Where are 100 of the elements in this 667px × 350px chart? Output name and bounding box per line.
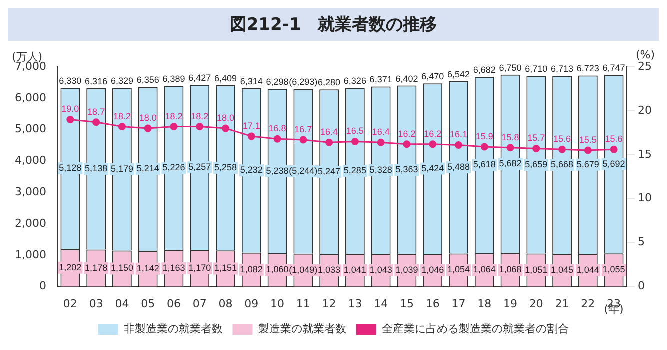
total-label: 6,371 <box>370 74 392 85</box>
x-tick-label: 08 <box>218 297 233 310</box>
data-label: 5,679 <box>576 159 600 170</box>
point <box>532 145 540 153</box>
x-tick-label: 09 <box>244 297 259 310</box>
data-label: 15.8 <box>502 132 520 142</box>
data-label: 1,043 <box>370 264 392 275</box>
data-label: 5,424 <box>422 163 444 174</box>
data-label: 5,682 <box>499 158 522 169</box>
point <box>403 140 411 148</box>
total-label: 6,280 <box>318 78 341 88</box>
total-label: 6,713 <box>551 64 574 74</box>
data-label: 5,128 <box>59 163 82 174</box>
data-label: 1,054 <box>447 264 470 275</box>
point <box>377 138 385 146</box>
data-label: 5,257 <box>188 162 212 172</box>
x-tick-label: 12 <box>322 297 336 310</box>
total-label: 6,389 <box>162 74 186 84</box>
data-label: 15.6 <box>554 134 572 144</box>
data-label: 1,060 <box>266 264 289 275</box>
total-label: 6,427 <box>188 72 212 83</box>
x-tick-label: 21 <box>555 297 570 310</box>
total-label: 6,329 <box>110 76 134 86</box>
data-label: 5,328 <box>370 164 392 175</box>
total-label: 6,710 <box>525 64 548 74</box>
data-label: 18.2 <box>165 111 183 122</box>
legend-label: 非製造業の就業者数 <box>124 322 223 336</box>
point <box>300 136 308 144</box>
data-label: 5,488 <box>447 162 470 172</box>
data-label: 1,142 <box>136 263 160 274</box>
total-label: 6,682 <box>473 64 496 75</box>
data-label: 5,258 <box>214 162 238 173</box>
y2-axis-title: (%) <box>636 48 655 62</box>
data-label: 1,151 <box>214 263 238 274</box>
y-tick-label: 6,000 <box>14 91 46 104</box>
data-label: 16.7 <box>294 124 312 134</box>
y2-tick-label: 10 <box>638 192 652 205</box>
x-tick-label: 15 <box>400 297 414 310</box>
y2-tick-label: 25 <box>638 60 652 73</box>
data-label: 5,285 <box>344 166 366 176</box>
data-label: 1,039 <box>396 264 418 275</box>
data-label: 1,045 <box>551 264 574 275</box>
x-tick-label: 14 <box>374 297 388 310</box>
x-tick-label: 13 <box>348 297 362 310</box>
data-label: 1,068 <box>499 264 522 275</box>
data-label: 1,178 <box>85 262 108 273</box>
point <box>610 146 618 154</box>
x-tick-label: 18 <box>478 297 492 310</box>
y2-tick-label: 5 <box>638 236 646 249</box>
total-label: 6,470 <box>422 72 444 82</box>
total-label: 6,314 <box>240 76 263 87</box>
total-label: 6,542 <box>447 69 470 80</box>
total-label: 6,402 <box>396 74 418 84</box>
chart-title: 図212-1 就業者数の推移 <box>8 8 659 41</box>
data-label: 15.6 <box>605 134 623 144</box>
data-label: 18.0 <box>139 113 157 124</box>
data-label: 5,363 <box>396 164 418 174</box>
x-tick-label: 02 <box>63 297 78 310</box>
data-label: 1,046 <box>422 264 444 275</box>
data-label: 1,044 <box>576 264 600 275</box>
total-label: 6,316 <box>85 76 108 86</box>
data-label: 5,618 <box>473 160 496 170</box>
data-label: 16.8 <box>268 124 286 134</box>
x-tick-label: 19 <box>504 297 518 310</box>
point <box>274 135 282 143</box>
point <box>118 123 126 131</box>
x-tick-label: 17 <box>452 297 466 310</box>
total-label: (6,293) <box>289 77 318 88</box>
y-tick-label: 2,000 <box>14 216 46 230</box>
data-label: 1,055 <box>602 264 626 275</box>
data-label: 16.4 <box>320 127 338 138</box>
x-tick-label: 07 <box>192 297 207 310</box>
y2-tick-label: 15 <box>638 148 652 161</box>
data-label: 16.2 <box>424 128 442 139</box>
x-tick-label: 03 <box>89 297 104 310</box>
data-label: 17.1 <box>242 120 260 131</box>
data-label: 1,170 <box>188 262 212 273</box>
data-label: 5,692 <box>602 158 626 169</box>
y-tick-label: 3,000 <box>14 185 46 198</box>
data-label: 5,214 <box>136 164 160 174</box>
point <box>248 132 256 140</box>
x-tick-label: 22 <box>581 297 596 310</box>
point <box>351 138 359 146</box>
point <box>454 142 462 149</box>
data-label: 1,163 <box>162 263 186 274</box>
x-tick-label: 04 <box>115 297 130 310</box>
y-tick-label: 1,000 <box>14 248 46 262</box>
data-label: 15.9 <box>476 131 494 142</box>
data-label: 5,138 <box>85 164 108 174</box>
point <box>506 144 514 152</box>
x-tick-label: 16 <box>426 297 440 310</box>
y-tick-label: 0 <box>39 280 46 293</box>
data-label: 1,033 <box>318 265 341 276</box>
x-tick-label: 10 <box>270 297 285 310</box>
data-label: 16.5 <box>346 126 364 136</box>
point <box>66 116 74 124</box>
data-label: (1,049) <box>289 264 318 275</box>
legend-label: 製造業の就業者数 <box>258 322 346 336</box>
point <box>326 138 334 146</box>
point <box>92 118 100 126</box>
